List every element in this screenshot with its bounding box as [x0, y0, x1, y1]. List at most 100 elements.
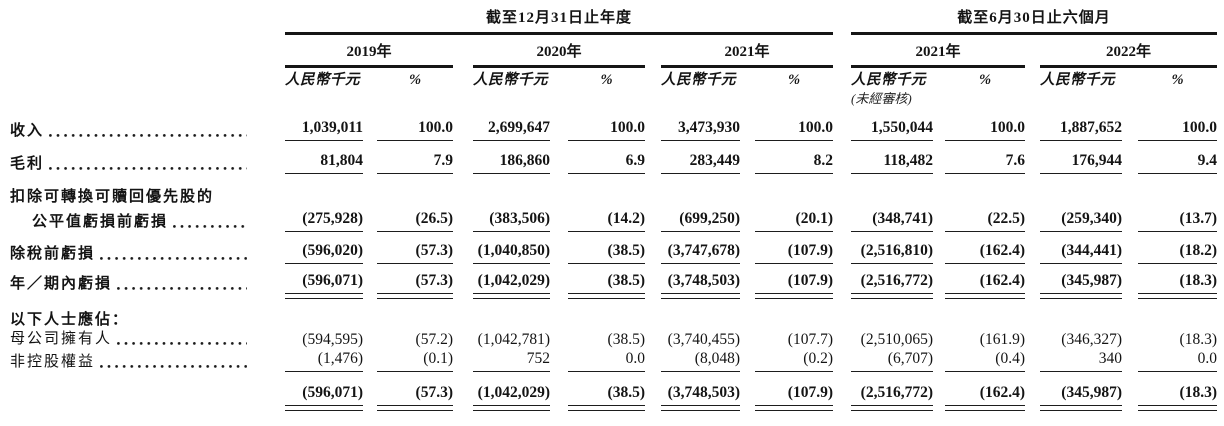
percent-cell: (13.7)	[1138, 209, 1217, 232]
dot-leader	[49, 134, 247, 137]
percent-cell: (38.5)	[607, 331, 645, 348]
percent-cell: 0.0	[568, 349, 645, 372]
percent-cell: 7.6	[945, 151, 1025, 174]
amount-cell: (1,040,850)	[473, 241, 550, 264]
period-group-annual: 截至12月31日止年度	[285, 6, 833, 35]
amount-cell: (1,042,029)	[473, 383, 550, 411]
amount-cell: 81,804	[285, 151, 363, 174]
period-group-interim: 截至6月30日止六個月	[851, 6, 1217, 35]
row-loss-before-fv: 公平值虧損前虧損 (275,928) (26.5) (383,506) (14.…	[0, 209, 1224, 232]
amount-cell: (383,506)	[473, 209, 550, 232]
row-attributable-heading: 以下人士應佔：	[0, 311, 1224, 330]
amount-cell: (594,595)	[302, 331, 363, 348]
year-header-row: 2019年 2020年 2021年 2021年 2022年	[0, 40, 1224, 68]
percent-cell: (57.3)	[377, 383, 453, 411]
year-header-2022-interim: 2022年	[1040, 40, 1217, 68]
row-total-loss: (596,071) (57.3) (1,042,029) (38.5) (3,7…	[0, 383, 1224, 411]
year-header-2021-interim: 2021年	[851, 40, 1025, 68]
percent-cell: (18.3)	[1138, 383, 1217, 411]
amount-cell: (1,476)	[285, 349, 363, 372]
percent-cell: (18.3)	[1138, 271, 1217, 299]
unaudited-note: (未經審核)	[851, 91, 912, 106]
percent-header: %	[1171, 72, 1184, 88]
amount-cell: 176,944	[1040, 151, 1122, 174]
amount-cell: 2,699,647	[473, 118, 550, 141]
amount-cell: 186,860	[473, 151, 550, 174]
amount-cell: (3,740,455)	[667, 331, 740, 348]
percent-header: %	[787, 72, 801, 88]
amount-cell: (1,042,781)	[477, 331, 550, 348]
amount-cell: (345,987)	[1040, 383, 1122, 411]
dot-leader	[49, 167, 247, 170]
amount-cell: 1,887,652	[1040, 118, 1122, 141]
amount-cell: (344,441)	[1040, 241, 1122, 264]
amount-cell: (275,928)	[285, 209, 363, 232]
amount-cell: 340	[1040, 349, 1122, 372]
amount-cell: (6,707)	[851, 349, 933, 372]
amount-cell: (3,748,503)	[661, 383, 740, 411]
percent-cell: 7.9	[377, 151, 453, 174]
amount-cell: 283,449	[661, 151, 740, 174]
dot-leader	[117, 287, 247, 290]
percent-cell: (162.4)	[945, 383, 1025, 411]
row-label: 母公司擁有人	[10, 331, 113, 347]
amount-cell: 118,482	[851, 151, 933, 174]
percent-cell: (57.3)	[377, 271, 453, 299]
amount-cell: (259,340)	[1040, 209, 1122, 232]
percent-header: %	[600, 72, 613, 88]
amount-cell: (699,250)	[661, 209, 740, 232]
unit-header: 人民幣千元	[1040, 72, 1115, 88]
amount-cell: (596,020)	[285, 241, 363, 264]
amount-cell: (2,516,810)	[851, 241, 933, 264]
row-label: 非控股權益	[10, 354, 96, 370]
percent-header: %	[408, 72, 422, 88]
amount-cell: 3,473,930	[661, 118, 740, 141]
dot-leader	[117, 342, 247, 345]
unit-header: 人民幣千元	[473, 72, 548, 88]
row-non-controlling-interests: 非控股權益 (1,476) (0.1) 752 0.0 (8,048) (0.2…	[0, 349, 1224, 372]
row-label: 收入	[10, 123, 45, 139]
amount-cell: 1,039,011	[285, 118, 363, 141]
amount-cell: (1,042,029)	[473, 271, 550, 299]
amount-cell: (3,747,678)	[661, 241, 740, 264]
amount-cell: (2,510,065)	[860, 331, 933, 348]
period-group-header-row: 截至12月31日止年度 截至6月30日止六個月	[0, 0, 1224, 35]
percent-cell: (0.2)	[755, 349, 833, 372]
unit-header-row: 人民幣千元 % 人民幣千元 % 人民幣千元 % 人民幣千元 (未經審核) % 人…	[0, 72, 1224, 106]
percent-cell: (38.5)	[568, 271, 645, 299]
percent-header: %	[978, 72, 992, 88]
percent-cell: (22.5)	[945, 209, 1025, 232]
row-label: 扣除可轉換可贖回優先股的	[10, 189, 215, 205]
percent-cell: (107.9)	[755, 271, 833, 299]
percent-cell: 100.0	[377, 118, 453, 141]
amount-cell: (2,516,772)	[851, 383, 933, 411]
percent-cell: (18.3)	[1179, 331, 1217, 348]
percent-cell: 8.2	[755, 151, 833, 174]
amount-cell: (345,987)	[1040, 271, 1122, 299]
year-header-2021: 2021年	[661, 40, 833, 68]
row-owners-of-parent: 母公司擁有人 (594,595) (57.2) (1,042,781) (38.…	[0, 330, 1224, 349]
percent-cell: (38.5)	[568, 383, 645, 411]
percent-cell: (107.7)	[787, 331, 833, 348]
row-loss-before-tax: 除稅前虧損 (596,020) (57.3) (1,040,850) (38.5…	[0, 241, 1224, 264]
unit-header: 人民幣千元	[851, 72, 926, 88]
percent-cell: 100.0	[568, 118, 645, 141]
percent-cell: (18.2)	[1138, 241, 1217, 264]
percent-cell: (0.4)	[945, 349, 1025, 372]
year-header-2019: 2019年	[285, 40, 453, 68]
percent-cell: (162.4)	[945, 241, 1025, 264]
percent-cell: (0.1)	[377, 349, 453, 372]
percent-cell: (107.9)	[755, 383, 833, 411]
percent-cell: 0.0	[1138, 349, 1217, 372]
percent-cell: (26.5)	[377, 209, 453, 232]
row-label: 年／期內虧損	[10, 276, 113, 292]
percent-cell: (107.9)	[755, 241, 833, 264]
percent-cell: 100.0	[755, 118, 833, 141]
dot-leader	[100, 365, 247, 368]
amount-cell: (596,071)	[285, 271, 363, 299]
dot-leader	[100, 257, 247, 260]
percent-cell: (14.2)	[568, 209, 645, 232]
amount-cell: (3,748,503)	[661, 271, 740, 299]
percent-cell: (161.9)	[979, 331, 1025, 348]
